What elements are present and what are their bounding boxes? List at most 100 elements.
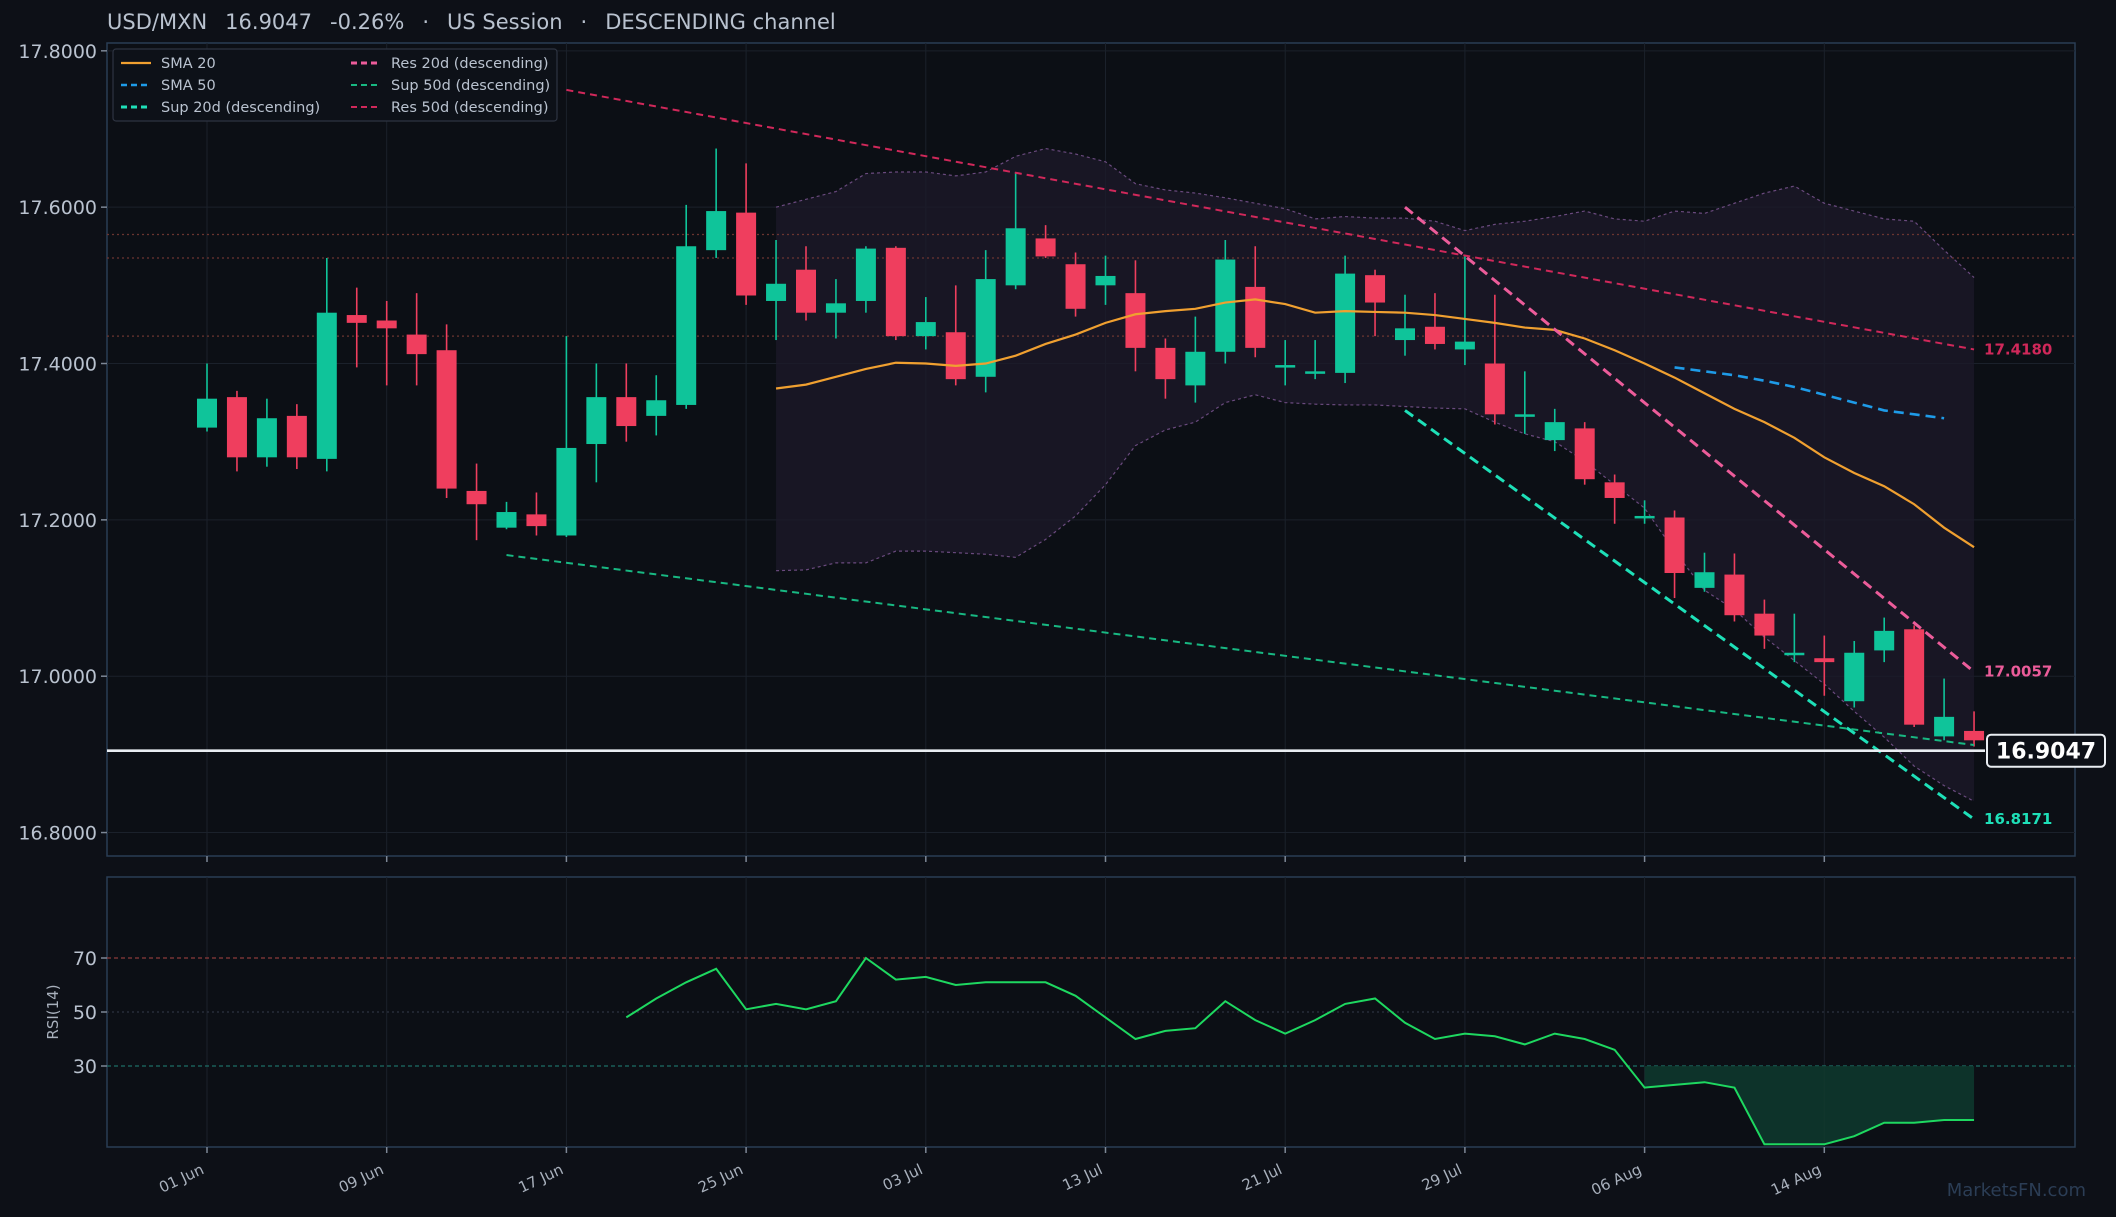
candle <box>226 397 247 458</box>
legend-box <box>112 48 558 122</box>
candle <box>1694 572 1715 588</box>
x-tick-label: 01 Jun <box>156 1160 206 1196</box>
candle <box>1335 273 1356 373</box>
last-price-label: 16.9047 <box>1996 740 2096 765</box>
y-tick-label: 17.2000 <box>18 510 97 532</box>
candle <box>1904 629 1925 725</box>
candle <box>1245 286 1266 348</box>
candle <box>945 332 966 380</box>
candle <box>1934 716 1955 737</box>
candle <box>1514 414 1535 417</box>
x-tick-label: 17 Jun <box>516 1160 566 1196</box>
candle <box>1454 341 1475 350</box>
change-label: -0.26% <box>330 10 405 34</box>
candle <box>496 512 517 528</box>
rsi-tick-label: 50 <box>73 1002 97 1024</box>
candle <box>1424 326 1445 344</box>
y-tick-label: 17.4000 <box>18 354 97 376</box>
candle <box>1155 347 1176 380</box>
rsi-tick-label: 30 <box>73 1056 97 1078</box>
x-tick-label: 25 Jun <box>695 1160 745 1196</box>
price-label: 16.9047 <box>225 10 313 34</box>
candle <box>1754 613 1775 636</box>
candle <box>1634 515 1655 519</box>
series-res-50d-descending <box>566 88 1975 351</box>
legend: SMA 20 SMA 50 Sup 20d (descending) Res 20d … <box>112 48 558 122</box>
candle <box>406 334 427 355</box>
x-tick-label: 29 Jul <box>1419 1160 1465 1194</box>
legend-label: SMA 20 <box>161 56 216 72</box>
candle <box>796 269 816 313</box>
candle <box>346 315 367 323</box>
candle <box>556 447 577 536</box>
candle <box>1874 630 1895 651</box>
candle <box>1215 259 1236 352</box>
candle <box>915 322 936 337</box>
candle <box>1125 293 1146 348</box>
bollinger-lower <box>776 394 1975 802</box>
candle <box>1544 422 1565 441</box>
candle <box>706 211 727 251</box>
x-tick-label: 06 Aug <box>1589 1160 1645 1199</box>
candle <box>197 398 217 428</box>
watermark: MarketsFN.com <box>1946 1180 2086 1201</box>
end-value-label: 16.8171 <box>1984 810 2052 828</box>
x-tick-label: 13 Jul <box>1060 1160 1106 1194</box>
candle <box>1305 371 1326 374</box>
candle <box>766 283 787 301</box>
legend-label: Sup 20d (descending) <box>161 100 320 116</box>
title-separator: · <box>422 10 429 34</box>
candle <box>825 303 846 313</box>
candle <box>286 415 307 458</box>
candle <box>975 279 996 377</box>
candle <box>256 418 277 458</box>
candle <box>1275 365 1296 368</box>
candle <box>1035 238 1056 257</box>
last-price-box <box>1986 733 2106 768</box>
candle <box>586 397 607 445</box>
chart-title: USD/MXN 16.9047 -0.26% · US Session · DESCENDI… <box>107 10 854 34</box>
rsi-tick-label: 70 <box>73 948 97 970</box>
channel-label: DESCENDING channel <box>605 10 836 34</box>
candle <box>1784 652 1805 656</box>
y-tick-label: 17.6000 <box>18 197 97 219</box>
candle <box>1395 328 1415 341</box>
candle <box>1065 264 1086 309</box>
legend-label: SMA 50 <box>161 78 216 94</box>
candle <box>1814 658 1835 663</box>
candle <box>616 397 637 427</box>
rsi-line <box>625 956 1975 1146</box>
x-tick-label: 14 Aug <box>1768 1160 1824 1199</box>
y-tick-label: 16.8000 <box>18 823 97 845</box>
x-tick-label: 21 Jul <box>1239 1160 1285 1194</box>
title-separator: · <box>580 10 588 34</box>
candle <box>526 514 547 527</box>
candle <box>1005 228 1026 286</box>
candle <box>1484 363 1505 415</box>
series-res-20d-descending <box>1404 206 1975 673</box>
legend-label: Sup 50d (descending) <box>391 78 550 94</box>
candle <box>1964 730 1985 741</box>
candle <box>1365 275 1386 303</box>
series-sma-50 <box>1674 366 1945 420</box>
y-tick-label: 17.8000 <box>18 41 97 63</box>
candle <box>466 490 487 505</box>
candle <box>736 212 757 296</box>
x-tick-label: 09 Jun <box>336 1160 386 1196</box>
x-tick-label: 03 Jul <box>880 1160 926 1194</box>
candle <box>676 246 697 405</box>
legend-label: Res 20d (descending) <box>391 56 548 72</box>
candle <box>855 248 876 301</box>
series-sma-20 <box>775 298 1975 549</box>
candle <box>376 320 397 329</box>
candle <box>885 247 906 337</box>
y-tick-label: 17.0000 <box>18 666 97 688</box>
end-value-label: 17.0057 <box>1984 663 2052 681</box>
rsi-axis-label: RSI(14) <box>44 984 62 1039</box>
candle <box>1185 351 1206 386</box>
bollinger-upper <box>775 147 1975 278</box>
candle <box>436 350 457 489</box>
candle <box>1604 482 1625 498</box>
candle <box>1095 275 1116 286</box>
end-value-label: 17.4180 <box>1984 340 2052 358</box>
